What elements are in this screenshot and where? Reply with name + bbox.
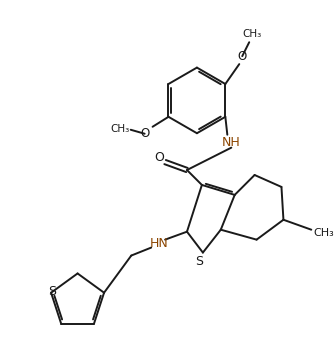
Text: HN: HN bbox=[150, 237, 168, 250]
Text: O: O bbox=[154, 150, 164, 163]
Text: S: S bbox=[48, 285, 56, 298]
Text: O: O bbox=[238, 50, 247, 63]
Text: CH₃: CH₃ bbox=[314, 228, 335, 238]
Text: NH: NH bbox=[222, 136, 241, 149]
Text: CH₃: CH₃ bbox=[243, 29, 262, 39]
Text: CH₃: CH₃ bbox=[110, 124, 129, 134]
Text: O: O bbox=[140, 127, 149, 140]
Text: S: S bbox=[195, 255, 203, 268]
